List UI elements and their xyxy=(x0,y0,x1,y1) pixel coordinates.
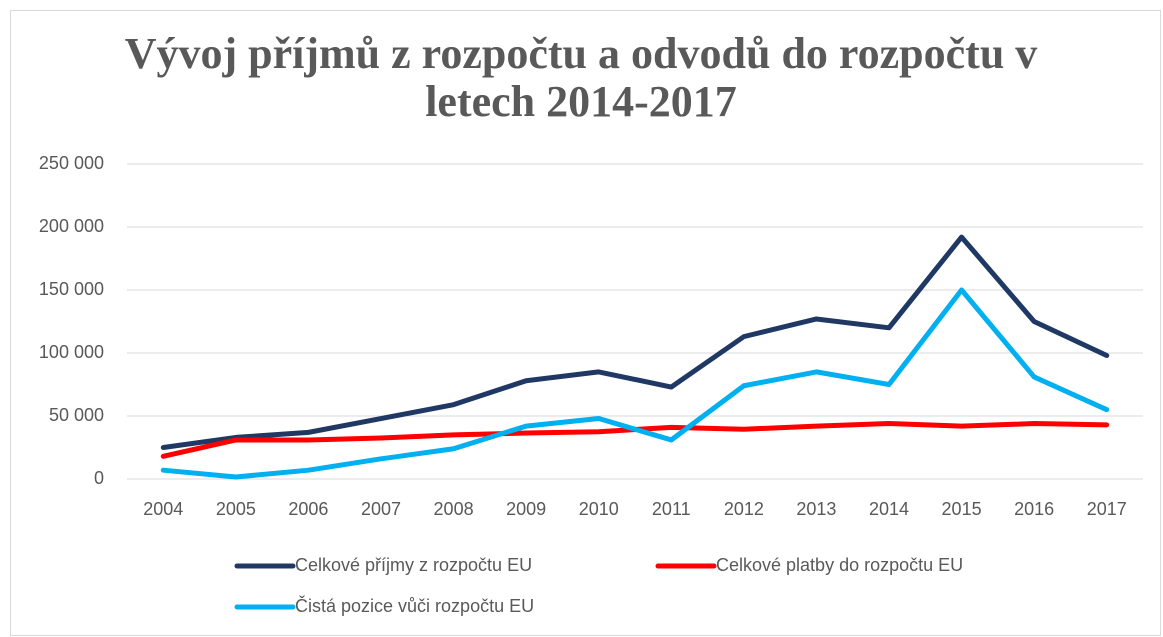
legend-label: Celkové příjmy z rozpočtu EU xyxy=(295,555,532,575)
legend-label: Čistá pozice vůči rozpočtu EU xyxy=(295,595,534,616)
x-tick-label: 2017 xyxy=(1087,499,1127,519)
chart-title: Vývoj příjmů z rozpočtu a odvodů do rozp… xyxy=(124,29,1038,126)
y-tick-label: 250 000 xyxy=(39,153,104,173)
y-tick-label: 0 xyxy=(94,468,104,488)
y-tick-label: 100 000 xyxy=(39,342,104,362)
x-tick-label: 2009 xyxy=(506,499,546,519)
x-tick-label: 2012 xyxy=(724,499,764,519)
x-tick-label: 2007 xyxy=(361,499,401,519)
x-tick-label: 2013 xyxy=(796,499,836,519)
legend-label: Celkové platby do rozpočtu EU xyxy=(716,555,963,575)
x-tick-label: 2014 xyxy=(869,499,909,519)
x-tick-label: 2011 xyxy=(652,499,691,519)
y-tick-label: 50 000 xyxy=(49,405,104,425)
x-tick-label: 2004 xyxy=(143,499,183,519)
x-tick-label: 2008 xyxy=(434,499,474,519)
x-tick-label: 2016 xyxy=(1014,499,1054,519)
line-series xyxy=(160,234,1110,450)
y-tick-label: 200 000 xyxy=(39,216,104,236)
y-tick-label: 150 000 xyxy=(39,279,104,299)
x-tick-label: 2010 xyxy=(579,499,619,519)
x-tick-label: 2015 xyxy=(942,499,982,519)
x-tick-label: 2006 xyxy=(288,499,328,519)
x-tick-label: 2005 xyxy=(216,499,256,519)
line-series xyxy=(160,287,1110,480)
chart-border xyxy=(10,10,1161,636)
